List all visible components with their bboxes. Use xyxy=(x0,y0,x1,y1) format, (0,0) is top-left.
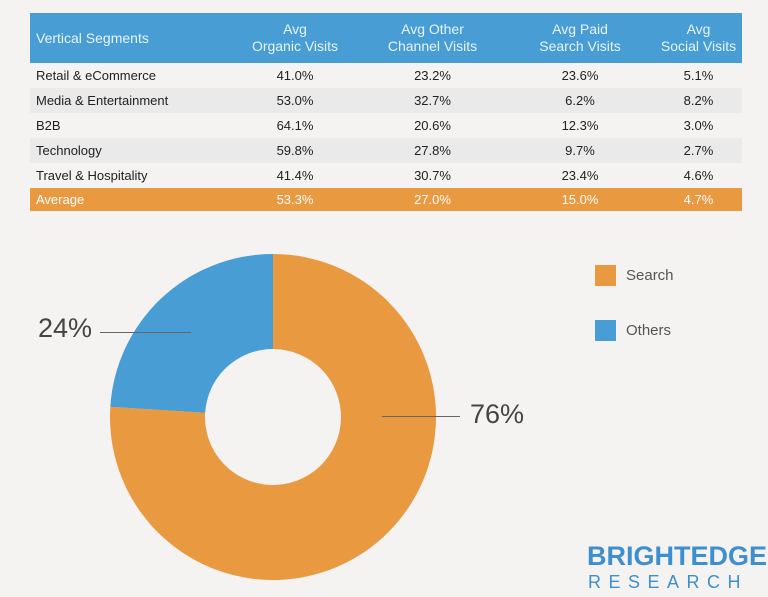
donut-slice-others xyxy=(110,254,273,413)
header-line1: Avg xyxy=(686,21,711,37)
cell: 23.4% xyxy=(561,168,599,183)
header-line2: Channel Visits xyxy=(387,38,478,54)
cell: Media & Entertainment xyxy=(36,93,169,108)
table-row: Travel & Hospitality 41.4% 30.7% 23.4% 4.6% xyxy=(30,163,742,188)
header-line2: Organic Visits xyxy=(251,38,339,54)
cell: Travel & Hospitality xyxy=(36,168,148,183)
cell: 27.0% xyxy=(414,192,451,207)
donut-slice-search xyxy=(110,254,437,580)
average-row: Average 53.3% 27.0% 15.0% 4.7% xyxy=(30,188,742,211)
header-other-channel: Avg Other Channel Visits xyxy=(360,21,505,55)
cell: 5.1% xyxy=(683,68,714,83)
donut-chart xyxy=(110,254,437,580)
cell: 23.6% xyxy=(561,68,599,83)
cell: Average xyxy=(36,192,85,207)
table-row: Retail & eCommerce 41.0% 23.2% 23.6% 5.1% xyxy=(30,63,742,88)
legend-label: Others xyxy=(626,322,672,339)
table-row: Media & Entertainment 53.0% 32.7% 6.2% 8.2% xyxy=(30,88,742,113)
cell: 4.6% xyxy=(683,168,714,183)
data-label-search: 76% xyxy=(470,399,525,429)
table-row: Technology 59.8% 27.8% 9.7% 2.7% xyxy=(30,138,742,163)
header-line1: Avg Other xyxy=(401,21,464,37)
legend-swatch-search xyxy=(595,265,616,286)
cell: 32.7% xyxy=(414,93,451,108)
header-paid-search: Avg Paid Search Visits xyxy=(505,21,655,55)
data-label-others: 24% xyxy=(38,313,93,343)
header-social: Avg Social Visits xyxy=(655,21,742,55)
brightedge-logo: BRIGHTEDGE xyxy=(587,541,768,571)
cell: 53.0% xyxy=(276,93,314,108)
cell: 20.6% xyxy=(414,118,451,133)
cell: B2B xyxy=(36,118,61,133)
cell: 12.3% xyxy=(561,118,599,133)
cell: 2.7% xyxy=(683,143,714,158)
cell: 15.0% xyxy=(561,192,599,207)
header-vertical-segments: Vertical Segments xyxy=(30,30,230,47)
cell: 41.4% xyxy=(276,168,314,183)
cell: 59.8% xyxy=(276,143,314,158)
header-line2: Search Visits xyxy=(539,38,621,54)
cell: Retail & eCommerce xyxy=(36,68,156,83)
cell: Technology xyxy=(36,143,102,158)
header-line2: Social Visits xyxy=(660,38,737,54)
legend-label: Search xyxy=(626,267,674,284)
table-header: Vertical Segments Avg Organic Visits Avg … xyxy=(30,13,742,63)
leader-line-search xyxy=(382,416,460,417)
cell: 27.8% xyxy=(414,143,451,158)
cell: 41.0% xyxy=(276,68,314,83)
cell: 6.2% xyxy=(565,93,595,108)
table-row: B2B 64.1% 20.6% 12.3% 3.0% xyxy=(30,113,742,138)
legend-item-search: Search xyxy=(595,265,674,286)
header-text: Vertical Segments xyxy=(36,29,149,46)
header-line1: Avg Paid xyxy=(552,21,608,37)
research-logo-text: RESEARCH xyxy=(588,572,749,592)
cell: 30.7% xyxy=(414,168,451,183)
leader-line-others xyxy=(100,332,191,333)
legend-swatch-others xyxy=(595,320,616,341)
data-table: Vertical Segments Avg Organic Visits Avg … xyxy=(30,13,742,211)
cell: 8.2% xyxy=(683,93,714,108)
header-line1: Avg xyxy=(283,21,307,37)
header-organic: Avg Organic Visits xyxy=(230,21,360,55)
cell: 3.0% xyxy=(683,118,714,133)
legend-item-others: Others xyxy=(595,320,671,341)
cell: 53.3% xyxy=(276,192,314,207)
cell: 64.1% xyxy=(276,118,314,133)
cell: 9.7% xyxy=(565,143,595,158)
cell: 23.2% xyxy=(414,68,451,83)
cell: 4.7% xyxy=(683,192,714,207)
